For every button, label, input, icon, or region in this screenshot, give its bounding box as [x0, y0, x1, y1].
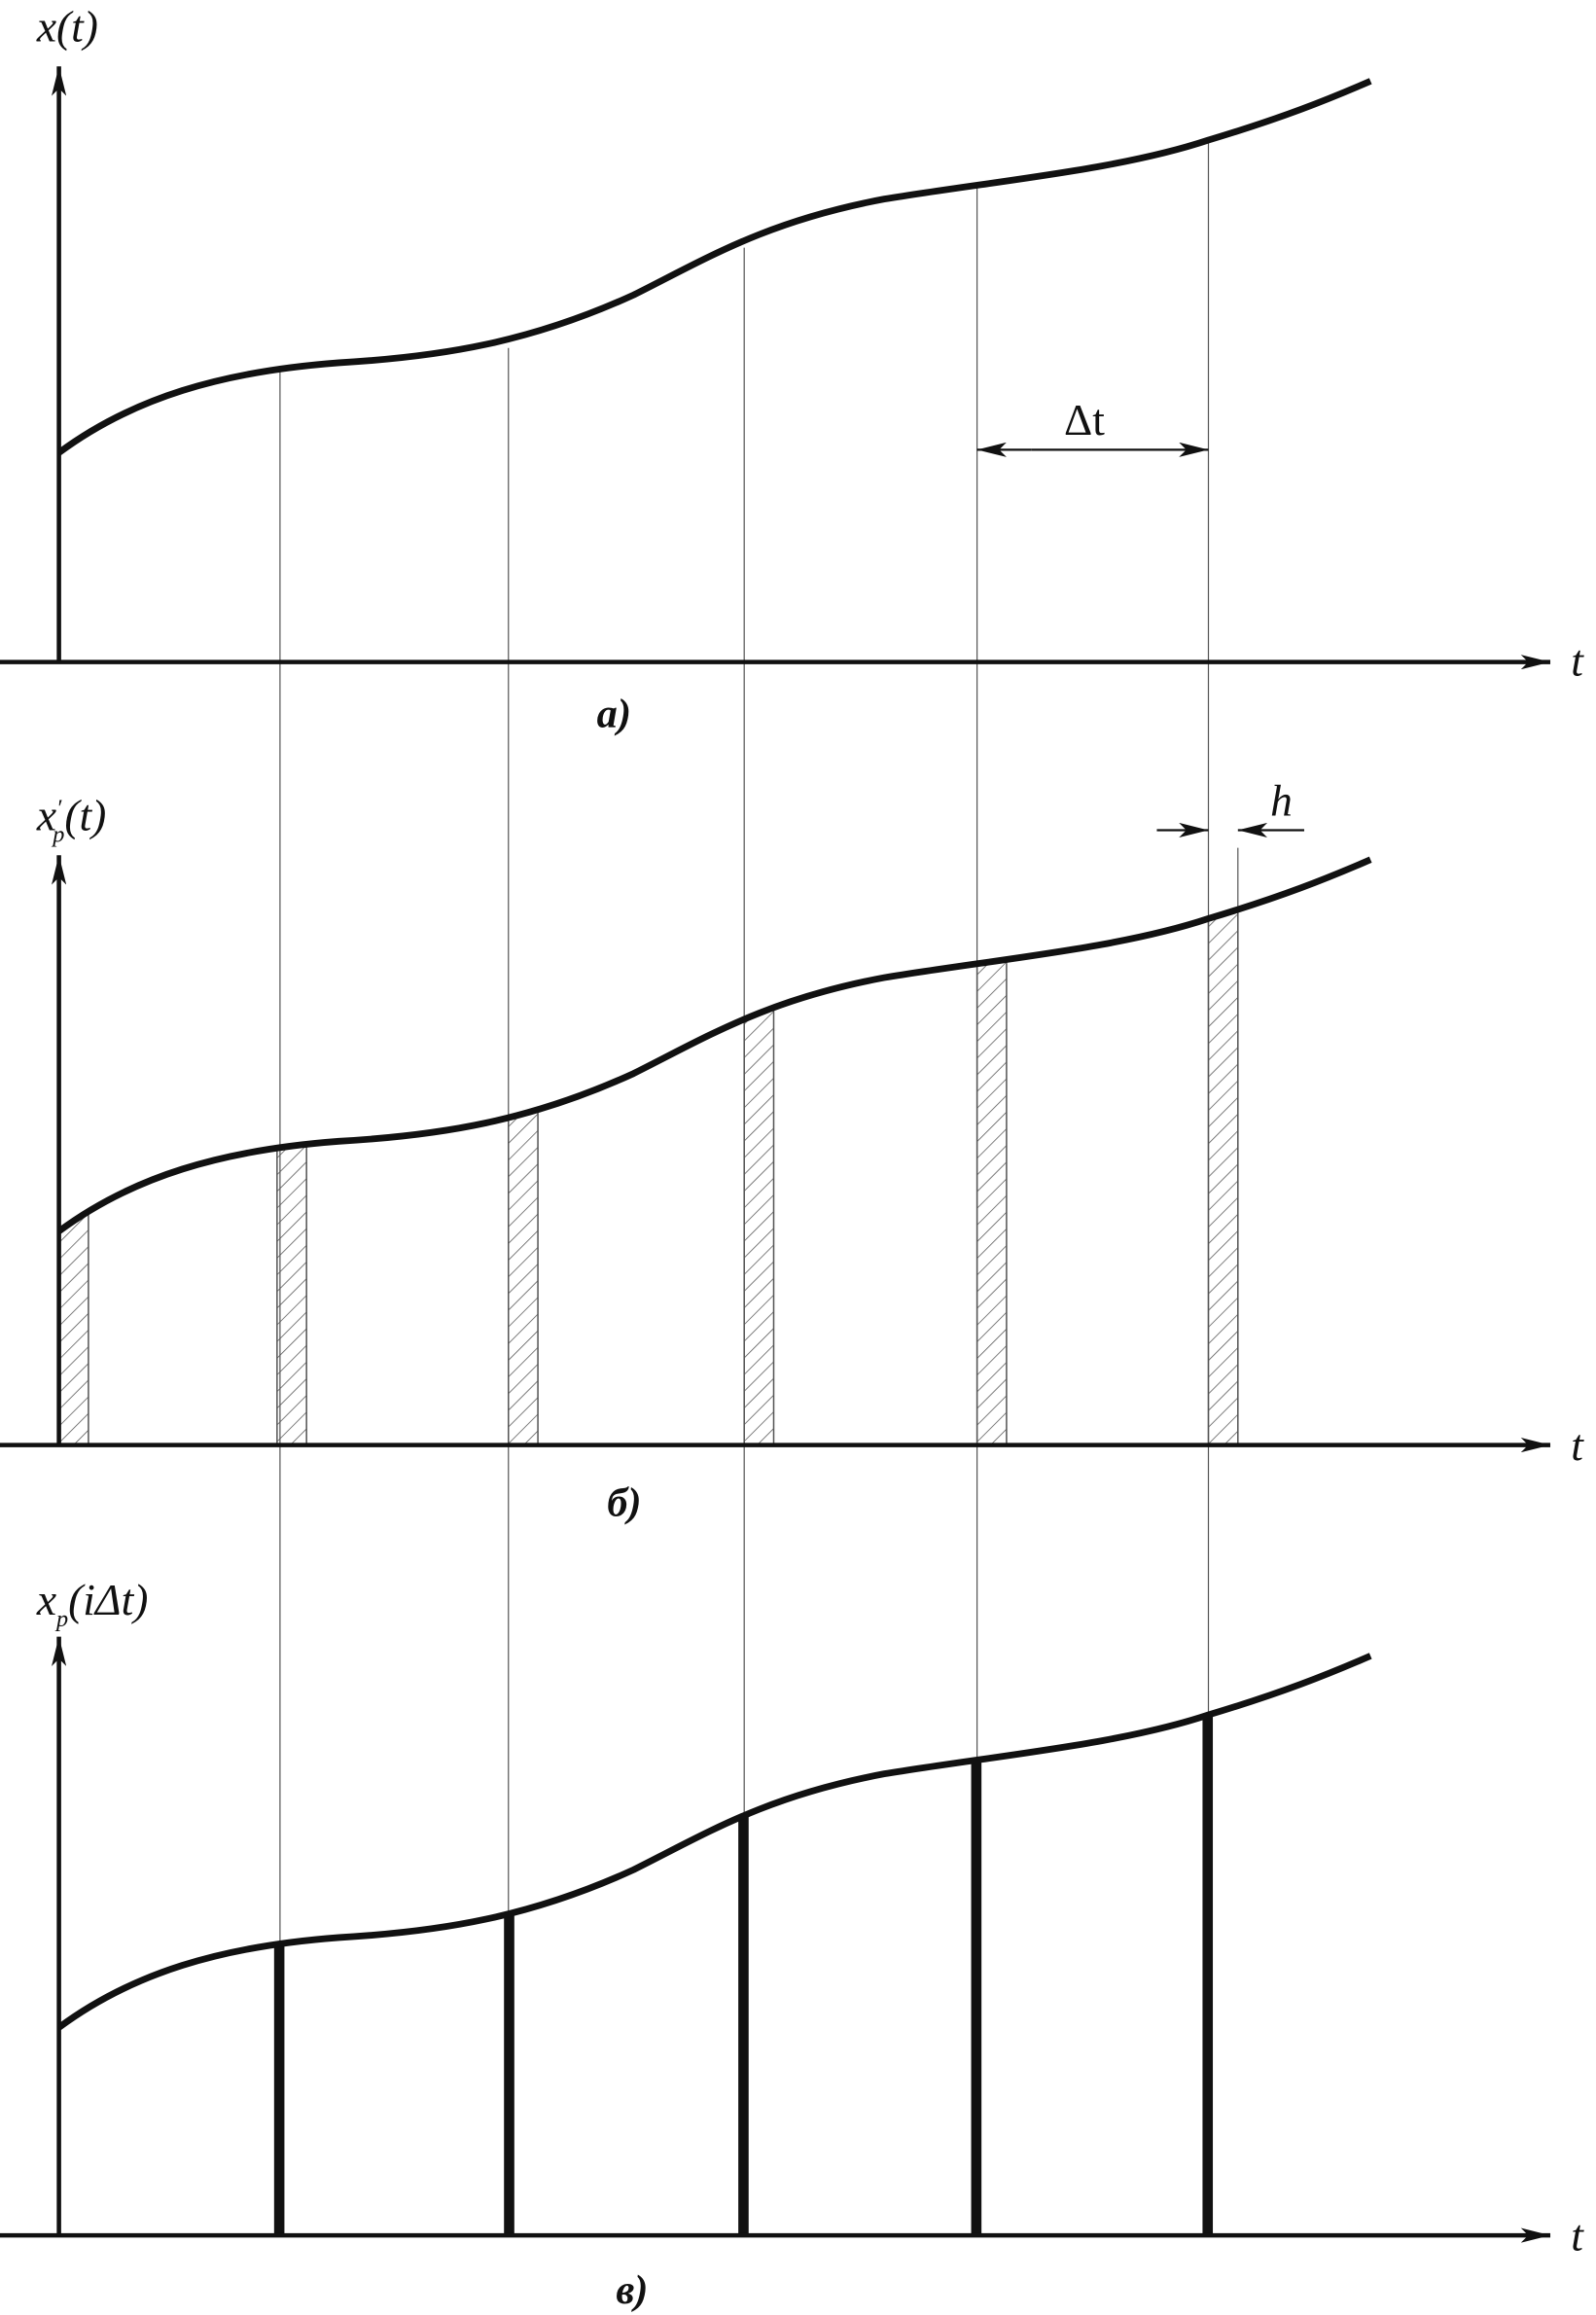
- x-axis-label: t: [1571, 1420, 1584, 1470]
- caption: а): [597, 691, 631, 736]
- panel-a: x(t) t а) Δt: [0, 1, 1584, 736]
- width-label: h: [1270, 775, 1293, 825]
- y-axis-label: xp(iΔt): [36, 1575, 149, 1632]
- caption: в): [616, 2267, 648, 2313]
- panel-b: x′ p(t) t б) h: [0, 775, 1584, 1525]
- signal-curve: [59, 1656, 1371, 2027]
- sample-pulses: [58, 859, 1239, 1446]
- signal-curve: [59, 81, 1371, 452]
- signal-curve: [59, 860, 1371, 1231]
- caption: б): [607, 1479, 641, 1525]
- x-axis-label: t: [1571, 635, 1584, 685]
- x-axis-label: t: [1571, 2210, 1584, 2260]
- y-axis-label: x(t): [36, 1, 98, 51]
- interval-label: Δt: [1064, 395, 1105, 445]
- panel-c: xp(iΔt) t в): [0, 1575, 1584, 2313]
- y-axis-label: x′ p(t): [36, 790, 106, 847]
